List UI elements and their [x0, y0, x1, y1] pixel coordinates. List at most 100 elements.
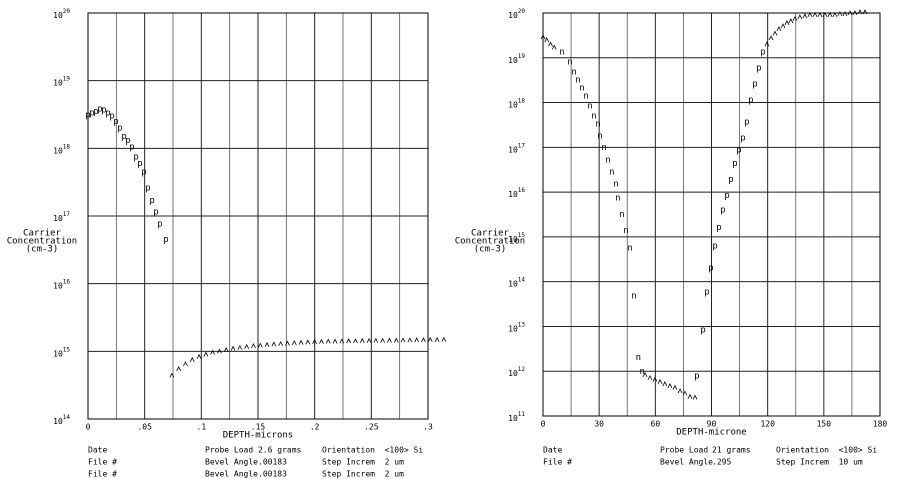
tick-exponent: 13	[518, 321, 526, 328]
info-text: File #	[88, 470, 117, 479]
data-point: n	[575, 75, 580, 85]
data-point: p	[145, 183, 150, 193]
data-point	[332, 338, 338, 344]
info-text: Probe Load	[205, 446, 253, 455]
info-text: Bevel Angle	[205, 470, 258, 479]
plot-frame	[87, 12, 429, 420]
x-tick-label: 0	[86, 423, 91, 432]
tick-exponent: 17	[63, 211, 71, 218]
x-tick-label: .2	[310, 423, 320, 432]
x-tick-label: .1	[197, 423, 207, 432]
info-text: .00183	[258, 470, 287, 479]
data-point: n	[613, 180, 618, 190]
tick-exponent: 18	[63, 143, 71, 150]
data-point: p	[744, 117, 749, 127]
data-point: n	[619, 210, 624, 220]
tick-exponent: 15	[63, 346, 71, 353]
data-point	[857, 9, 863, 15]
tick-base: 10	[508, 100, 518, 109]
data-point: p	[752, 79, 757, 89]
data-point	[230, 345, 236, 351]
data-point	[264, 341, 270, 347]
data-point	[223, 347, 229, 353]
tick-exponent: 20	[518, 8, 526, 15]
x-tick-label: 60	[651, 420, 661, 429]
data-point	[822, 11, 828, 18]
data-point	[366, 337, 372, 344]
chart: 0 30 60 90 120 150 180101110121013101410151016…	[455, 8, 888, 467]
data-point	[677, 388, 683, 394]
y-axis-label: Carrier	[471, 229, 510, 239]
data-point	[441, 336, 447, 342]
info-text: File #	[543, 458, 572, 467]
data-point: p	[760, 47, 765, 57]
y-axis-label: Concentration	[455, 237, 525, 247]
data-point	[373, 337, 379, 343]
y-tick-label: 1017	[508, 142, 525, 154]
y-tick-label: 1014	[53, 414, 70, 426]
tick-base: 10	[508, 369, 518, 378]
chart: 0.05.1.15.2.25.3101410151016101710181019…	[7, 8, 447, 479]
data-point: p	[89, 109, 94, 119]
data-point: n	[636, 353, 641, 363]
data-point: p	[117, 123, 122, 133]
y-tick-label: 1015	[53, 346, 70, 358]
data-point: p	[756, 64, 761, 74]
data-point: p	[736, 146, 741, 156]
data-point: p	[163, 235, 168, 245]
data-point	[305, 339, 311, 345]
data-point	[421, 337, 426, 343]
data-point: p	[700, 326, 705, 336]
plot-frame	[542, 12, 881, 417]
data-point	[387, 337, 392, 343]
data-point: p	[149, 196, 154, 206]
data-point: p	[728, 175, 733, 185]
y-tick-label: 1013	[508, 321, 525, 333]
data-point: p	[157, 220, 162, 230]
data-point	[817, 11, 823, 18]
info-text: Date	[88, 446, 107, 455]
data-point: n	[631, 291, 636, 301]
tick-base: 10	[508, 55, 518, 64]
data-point: n	[601, 143, 606, 153]
tick-base: 10	[53, 146, 63, 155]
tick-exponent: 12	[518, 366, 526, 373]
x-tick-label: 120	[760, 420, 775, 429]
data-point	[237, 344, 243, 350]
data-point	[847, 10, 853, 16]
tick-base: 10	[53, 417, 63, 426]
y-tick-label: 1012	[508, 366, 525, 378]
data-point	[780, 23, 786, 29]
data-point	[176, 366, 182, 372]
data-point	[291, 340, 297, 346]
data-point	[667, 383, 673, 389]
data-point	[544, 37, 550, 43]
info-text: Bevel Angle	[205, 458, 258, 467]
data-point	[271, 341, 277, 347]
tick-exponent: 17	[518, 142, 526, 149]
info-text: Date	[543, 446, 562, 455]
data-point	[662, 381, 668, 387]
data-point	[812, 11, 818, 18]
data-point: n	[591, 112, 596, 122]
y-tick-label: 1019	[508, 52, 525, 64]
data-point: p	[93, 107, 98, 117]
info-text: 21 grams	[712, 446, 751, 455]
data-point: n	[605, 156, 610, 166]
data-point: n	[615, 193, 620, 203]
y-axis-label: (cm-3)	[474, 245, 507, 255]
info-text: Bevel Angle	[660, 458, 713, 467]
data-point: n	[597, 131, 602, 141]
data-point: p	[97, 105, 102, 115]
data-point: p	[113, 117, 118, 127]
data-point: n	[583, 92, 588, 102]
data-point	[540, 34, 546, 40]
y-tick-label: 1016	[508, 187, 525, 199]
tick-base: 10	[508, 279, 518, 288]
tick-exponent: 11	[518, 411, 526, 418]
data-point	[764, 41, 770, 47]
data-point	[802, 13, 808, 19]
data-point: p	[85, 111, 90, 121]
